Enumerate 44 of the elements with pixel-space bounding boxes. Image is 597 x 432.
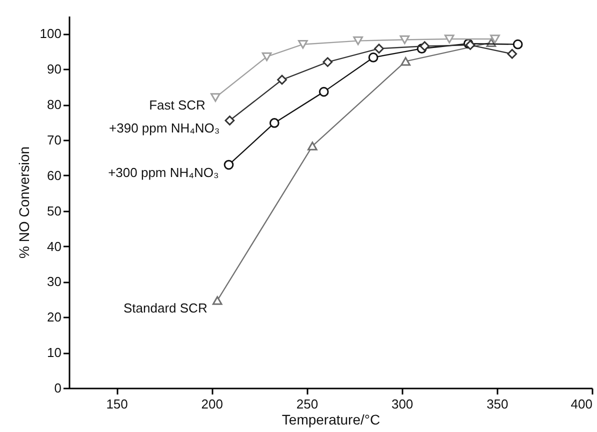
y-axis-title: % NO Conversion: [16, 146, 32, 259]
point: [262, 52, 272, 62]
point: [224, 160, 234, 170]
x-tick-label: 150: [106, 396, 128, 412]
y-tick-label: 10: [47, 345, 62, 360]
x-axis-title: Temperature/°C: [282, 412, 380, 428]
x-tick-label: 350: [486, 396, 508, 412]
point: [210, 93, 220, 102]
point: [277, 74, 287, 85]
point: [512, 39, 523, 50]
y-tick-label: 30: [47, 274, 62, 290]
point: [298, 40, 308, 49]
y-tick-label: 0: [54, 380, 62, 396]
point: [368, 52, 378, 62]
point: [224, 116, 235, 126]
y-tick-label: 80: [47, 97, 62, 112]
x-tick-label: 200: [201, 396, 223, 412]
point: [507, 48, 518, 59]
point: [374, 44, 384, 54]
y-tick-label: 40: [47, 238, 62, 254]
x-tick-label: 300: [391, 396, 414, 412]
y-tick-label: 70: [47, 132, 62, 148]
y-tick-label: 50: [47, 203, 62, 218]
point: [490, 34, 500, 44]
point: [308, 142, 318, 150]
point: [212, 296, 222, 305]
point: [269, 118, 280, 128]
y-tick-label: 90: [47, 62, 62, 77]
x-tick-label: 400: [570, 396, 592, 412]
point: [353, 36, 364, 46]
point: [420, 41, 430, 52]
point: [318, 86, 329, 97]
y-tick-label: 100: [40, 26, 62, 42]
point: [322, 57, 333, 67]
series-label: +300 ppm NH₄NO₃: [108, 164, 219, 180]
series-label: +390 ppm NH₄NO₃: [109, 120, 220, 136]
x-tick-label: 250: [296, 396, 318, 412]
y-tick-label: 20: [47, 310, 62, 325]
point: [400, 35, 410, 44]
series-label: Standard SCR: [124, 300, 208, 316]
y-tick-label: 60: [47, 168, 62, 183]
point: [444, 34, 454, 44]
series-label: Fast SCR: [149, 97, 206, 112]
point: [400, 56, 411, 66]
